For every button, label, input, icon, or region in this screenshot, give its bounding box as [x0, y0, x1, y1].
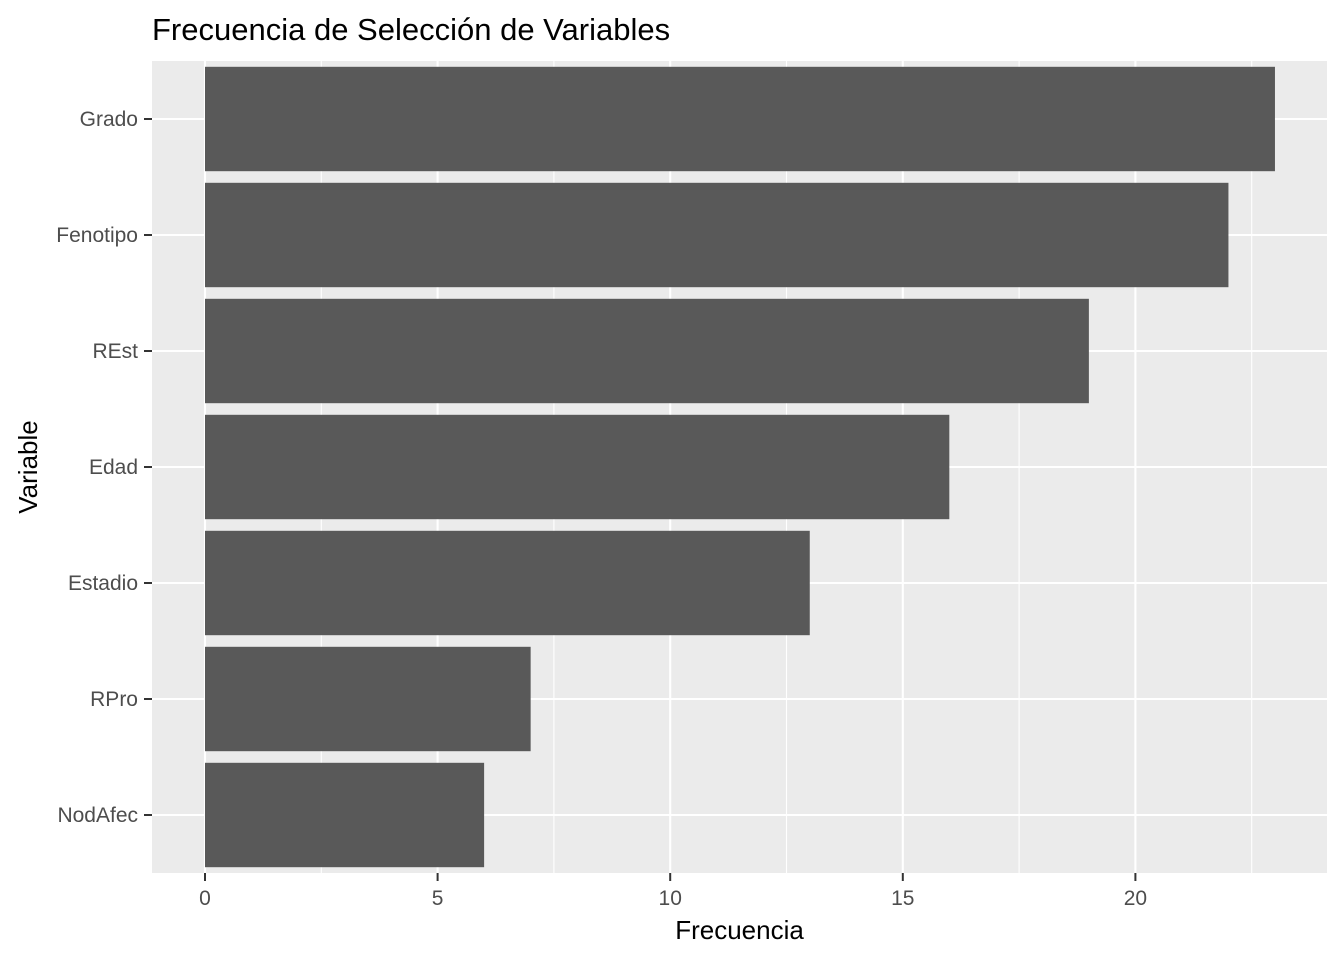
bar-edad [205, 414, 950, 520]
x-tick-label: 20 [1124, 887, 1147, 910]
y-tick-label: REst [92, 340, 138, 363]
y-tick-label: Grado [80, 108, 138, 131]
x-tick-label: 10 [659, 887, 682, 910]
bar-rest [205, 298, 1089, 404]
y-tick-label: NodAfec [57, 804, 138, 827]
bar-estadio [205, 530, 810, 636]
bar-rpro [205, 646, 531, 752]
y-tick-label: Fenotipo [56, 224, 138, 247]
bars [205, 66, 1275, 868]
y-tick-label: Estadio [68, 572, 138, 595]
x-tick-label: 5 [432, 887, 444, 910]
y-axis-title: Variable [13, 420, 43, 513]
x-tick-label: 15 [891, 887, 914, 910]
y-tick-label: Edad [89, 456, 138, 479]
x-tick-label: 0 [199, 887, 211, 910]
bar-grado [205, 66, 1275, 172]
y-axis: Grado Fenotipo REst Edad Estadio RPro NodAfec [56, 108, 152, 827]
bar-fenotipo [205, 182, 1229, 288]
y-tick-label: RPro [90, 688, 138, 711]
bar-nodafec [205, 762, 485, 868]
x-axis-title: Frecuencia [675, 915, 804, 945]
x-axis: 0 5 10 15 20 [199, 873, 1147, 910]
chart-title: Frecuencia de Selección de Variables [152, 12, 670, 47]
